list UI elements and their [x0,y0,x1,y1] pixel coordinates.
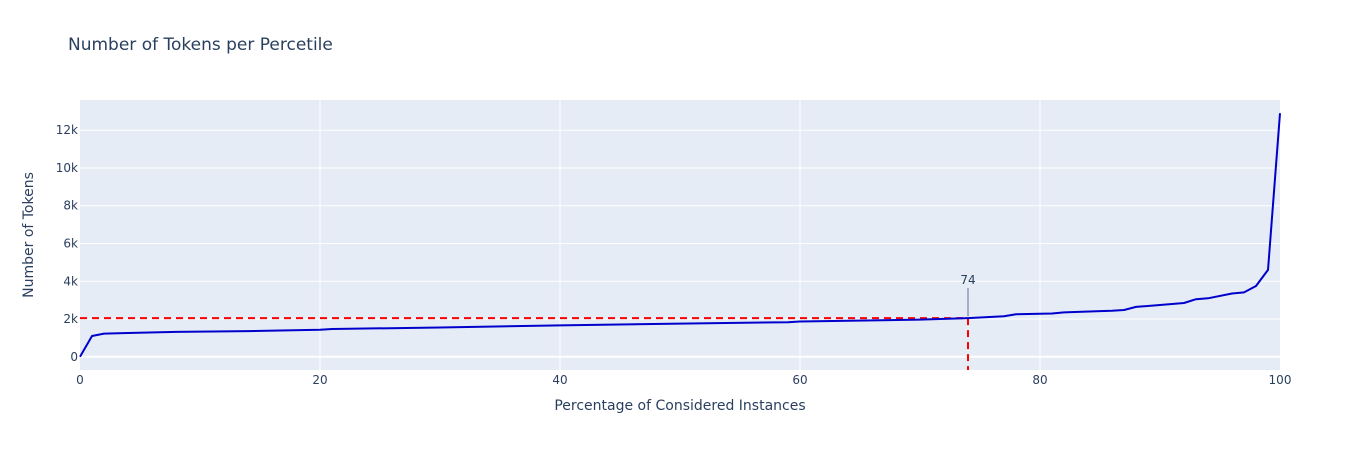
series-layer [79,113,1281,358]
x-axis-ticks: 0 20 40 60 80 100 [76,373,1291,387]
y-axis-title: Number of Tokens [21,172,37,298]
x-tick-label: 0 [76,373,84,387]
y-tick-label: 8k [63,199,78,213]
x-tick-label: 40 [552,373,567,387]
annotation-label: 74 [960,273,975,287]
reference-lines [80,317,969,370]
y-tick-label: 2k [63,312,78,326]
x-axis-title: Percentage of Considered Instances [554,398,805,414]
y-tick-label: 0 [70,350,78,364]
x-tick-label: 60 [792,373,807,387]
y-tick-label: 4k [63,274,78,288]
x-tick-label: 100 [1269,373,1292,387]
series-line [79,113,1281,358]
y-tick-label: 12k [56,123,78,137]
annotations: 74 [960,273,976,317]
plot-area [80,100,1280,370]
y-axis-ticks: 0 2k 4k 6k 8k 10k 12k [56,123,78,364]
chart-title: Number of Tokens per Percetile [68,35,333,55]
x-tick-label: 80 [1032,373,1047,387]
y-tick-label: 10k [56,161,78,175]
x-tick-label: 20 [312,373,327,387]
y-tick-label: 6k [63,236,78,250]
